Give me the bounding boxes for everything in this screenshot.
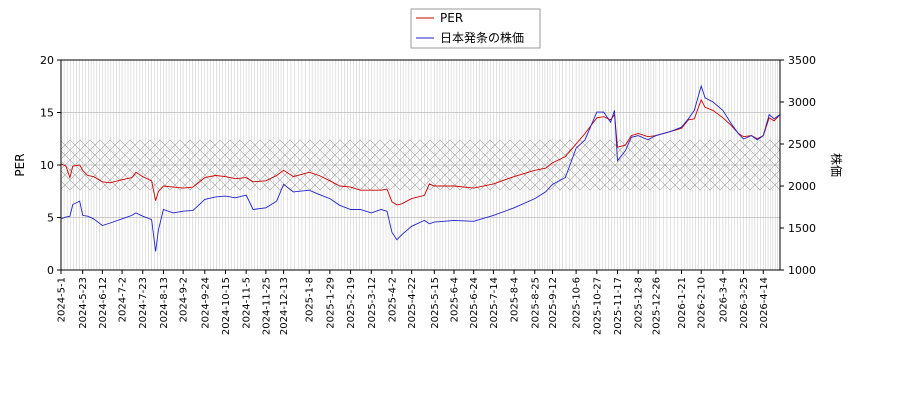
x-tick-label: 2025-3-12: [367, 277, 378, 329]
x-tick-label: 2025-12-26: [651, 277, 662, 335]
right-tick-label: 1000: [788, 264, 816, 277]
x-tick-label: 2025-1-29: [325, 277, 336, 329]
x-tick-label: 2025-9-12: [548, 277, 559, 329]
x-tick-label: 2026-3-25: [739, 277, 750, 329]
legend-label-price: 日本発条の株価: [440, 30, 524, 45]
left-tick-label: 5: [47, 212, 54, 225]
left-axis-label: PER: [13, 153, 27, 176]
x-tick-label: 2025-2-19: [346, 277, 357, 329]
x-tick-label: 2025-10-27: [592, 277, 603, 335]
legend: PER 日本発条の株価: [410, 8, 541, 49]
x-tick-label: 2026-4-14: [759, 277, 770, 329]
x-tick-label: 2024-11-25: [261, 277, 272, 335]
x-tick-label: 2024-7-2: [118, 277, 129, 322]
x-tick-label: 2024-9-24: [200, 277, 211, 329]
x-tick-label: 2025-10-6: [572, 277, 583, 329]
series-line-0: [61, 98, 780, 206]
x-tick-label: 2024-7-23: [138, 277, 149, 329]
left-tick-label: 15: [40, 107, 54, 120]
left-tick-label: 0: [47, 264, 54, 277]
x-tick-label: 2025-11-17: [613, 277, 624, 335]
x-tick-label: 2024-12-13: [279, 277, 290, 335]
left-tick-label: 20: [40, 54, 54, 67]
reference-band: [61, 139, 780, 191]
right-tick-label: 2500: [788, 138, 816, 151]
x-tick-label: 2025-6-4: [449, 277, 460, 322]
right-tick-label: 3500: [788, 54, 816, 67]
x-tick-label: 2024-5-1: [57, 277, 68, 322]
x-tick-label: 2024-6-12: [98, 277, 109, 329]
left-axis-ticks: 0 5 10 15 20: [40, 54, 61, 277]
x-tick-label: 2025-6-24: [469, 277, 480, 329]
x-tick-label: 2026-3-4: [718, 277, 729, 322]
right-tick-label: 3000: [788, 96, 816, 109]
x-tick-label: 2026-1-21: [677, 277, 688, 329]
x-tick-label: 2025-4-22: [407, 277, 418, 329]
x-tick-label: 2025-4-2: [387, 277, 398, 322]
x-tick-label: 2025-8-4: [510, 277, 521, 322]
x-tick-label: 2024-5-23: [78, 277, 89, 329]
right-axis-label: 株価: [829, 153, 844, 177]
series-line-1: [61, 84, 780, 252]
x-tick-label: 2024-8-13: [159, 277, 170, 329]
right-tick-label: 1500: [788, 222, 816, 235]
x-tick-label: 2025-7-14: [489, 277, 500, 329]
left-tick-label: 10: [40, 159, 54, 172]
x-tick-label: 2024-9-2: [179, 277, 190, 322]
x-tick-label: 2025-5-15: [430, 277, 441, 329]
x-axis-ticks: 2024-5-1 2024-5-23 2024-6-12 2024-7-2 2024-7…: [57, 270, 770, 335]
x-tick-label: 2025-1-8: [305, 277, 316, 322]
x-tick-label: 2026-2-10: [697, 277, 708, 329]
legend-label-per: PER: [440, 11, 463, 25]
series-lines: [61, 84, 780, 252]
x-tick-label: 2025-12-8: [634, 277, 645, 329]
right-axis-ticks: 1000 1500 2000 2500 3000 3500: [780, 54, 816, 277]
x-tick-label: 2024-10-15: [221, 277, 232, 335]
x-tick-label: 2025-8-25: [530, 277, 541, 329]
x-tick-label: 2024-11-5: [242, 277, 253, 329]
right-tick-label: 2000: [788, 180, 816, 193]
